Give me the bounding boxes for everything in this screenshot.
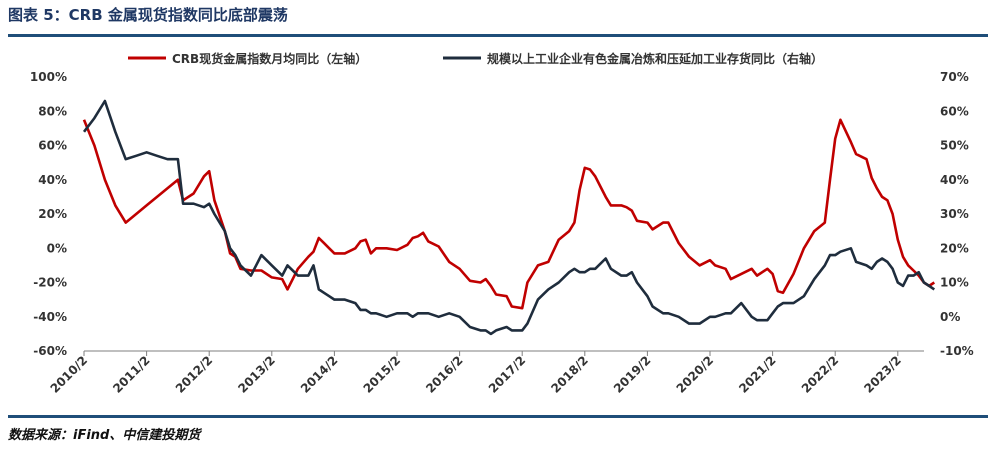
- y-right-tick-label: 10%: [940, 276, 969, 290]
- y-left-tick-label: 60%: [38, 139, 67, 153]
- x-tick-label: 2019/2: [611, 353, 654, 396]
- x-tick-label: 2018/2: [548, 353, 591, 396]
- y-left-tick-label: -60%: [33, 344, 67, 358]
- x-tick-label: 2017/2: [486, 353, 529, 396]
- x-tick-label: 2021/2: [736, 353, 779, 396]
- x-tick-label: 2020/2: [674, 353, 717, 396]
- axes: -60% -40% -20% 0% 20% 40% 60% 80% 100% -10% 0% 10% 2…: [30, 70, 974, 396]
- legend: CRB现货金属指数月均同比（左轴） 规模以上工业企业有色金属冶炼和压延加工业存货…: [128, 51, 823, 66]
- y-right-tick-label: 70%: [940, 70, 969, 84]
- x-tick-label: 2013/2: [235, 353, 278, 396]
- y-left-tick-label: 40%: [38, 173, 67, 187]
- y-left-tick-label: -40%: [33, 310, 67, 324]
- y-left-tick-label: 80%: [38, 104, 67, 118]
- series-lines: [82, 99, 936, 336]
- y-right-tick-label: 40%: [940, 173, 969, 187]
- footer-rule: [8, 415, 988, 418]
- y-left-tick-label: -20%: [33, 276, 67, 290]
- y-right-tick-label: 30%: [940, 207, 969, 221]
- legend-label-left-series: CRB现货金属指数月均同比（左轴）: [172, 51, 367, 66]
- x-tick-label: 2014/2: [298, 353, 341, 396]
- y-right-tick-label: 20%: [940, 241, 969, 255]
- y-left-tick-label: 100%: [30, 70, 67, 84]
- y-right-tick-label: 50%: [940, 139, 969, 153]
- x-tick-label: 2023/2: [861, 353, 904, 396]
- page-title: 图表 5：CRB 金属现货指数同比底部震荡: [8, 6, 288, 24]
- x-tick-label: 2012/2: [173, 353, 216, 396]
- title-rule: [8, 34, 988, 37]
- y-right-tick-label: 60%: [940, 104, 969, 118]
- x-tick-label: 2011/2: [110, 353, 153, 396]
- legend-label-right-series: 规模以上工业企业有色金属冶炼和压延加工业存货同比（右轴）: [487, 51, 823, 66]
- y-left-tick-label: 0%: [47, 241, 67, 255]
- source-note: 数据来源：iFind、中信建投期货: [8, 428, 201, 443]
- series-line-inventory: [82, 99, 936, 336]
- y-left-tick-label: 20%: [38, 207, 67, 221]
- x-tick-label: 2016/2: [423, 353, 466, 396]
- x-tick-label: 2010/2: [48, 353, 91, 396]
- x-tick-label: 2022/2: [799, 353, 842, 396]
- series-line-crb-metal: [82, 118, 936, 310]
- x-tick-label: 2015/2: [361, 353, 404, 396]
- y-right-tick-label: 0%: [940, 310, 960, 324]
- y-right-tick-label: -10%: [940, 344, 974, 358]
